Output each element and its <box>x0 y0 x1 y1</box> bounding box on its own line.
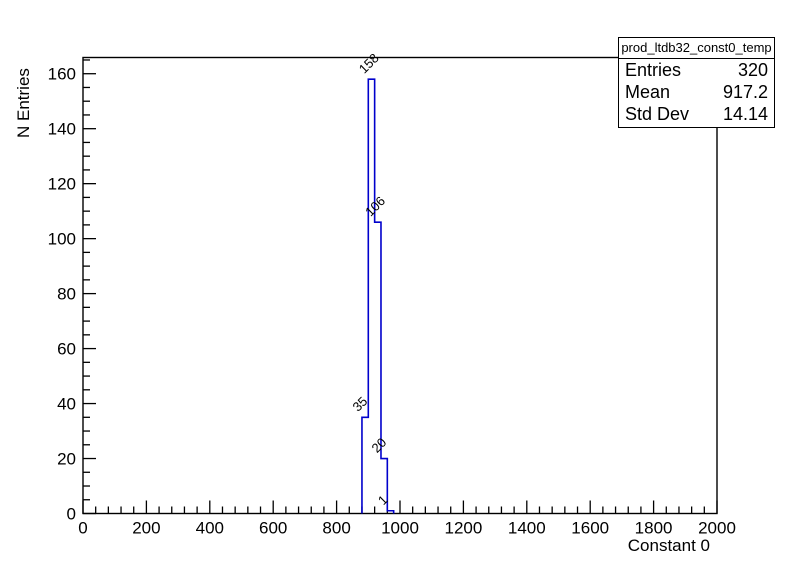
x-tick-label: 400 <box>196 519 224 538</box>
stats-label-entries: Entries <box>625 59 682 80</box>
stats-value-stddev: 14.14 <box>722 103 768 124</box>
bin-count-label: 158 <box>356 50 382 76</box>
stats-row-stddev: Std Dev 14.14 <box>619 104 774 125</box>
y-tick-label: 160 <box>48 65 76 84</box>
bin-count-label: 35 <box>349 394 370 415</box>
stats-label-mean: Mean <box>625 81 671 102</box>
x-tick-label: 2000 <box>698 519 736 538</box>
stats-box: prod_ltdb32_const0_temp Entries 320 Mean… <box>618 37 775 128</box>
x-tick-label: 1600 <box>571 519 609 538</box>
stats-row-mean: Mean 917.2 <box>619 82 774 103</box>
y-tick-label: 40 <box>57 395 76 414</box>
y-axis-title: N Entries <box>14 68 33 138</box>
stats-label-stddev: Std Dev <box>625 103 690 124</box>
bin-count-label: 20 <box>368 435 389 456</box>
y-tick-label: 140 <box>48 120 76 139</box>
stats-rows: Entries 320 Mean 917.2 Std Dev 14.14 <box>619 59 774 125</box>
y-tick-label: 60 <box>57 340 76 359</box>
stats-value-entries: 320 <box>737 59 768 80</box>
bin-count-label: 106 <box>362 193 388 219</box>
x-tick-label: 800 <box>322 519 350 538</box>
x-axis-title: Constant 0 <box>627 536 710 555</box>
histogram-line <box>361 78 395 514</box>
y-tick-label: 0 <box>67 505 76 524</box>
stats-value-mean: 917.2 <box>722 81 768 102</box>
x-tick-label: 1800 <box>635 519 673 538</box>
x-tick-label: 1200 <box>444 519 482 538</box>
x-tick-label: 600 <box>259 519 287 538</box>
stats-box-title: prod_ltdb32_const0_temp <box>619 38 774 59</box>
y-tick-label: 120 <box>48 175 76 194</box>
x-tick-label: 1400 <box>508 519 546 538</box>
x-tick-label: 0 <box>78 519 87 538</box>
bin-count-label: 1 <box>375 492 391 508</box>
y-tick-label: 80 <box>57 285 76 304</box>
x-tick-label: 1000 <box>381 519 419 538</box>
y-tick-label: 20 <box>57 450 76 469</box>
y-tick-label: 100 <box>48 230 76 249</box>
x-tick-label: 200 <box>132 519 160 538</box>
stats-row-entries: Entries 320 <box>619 60 774 81</box>
